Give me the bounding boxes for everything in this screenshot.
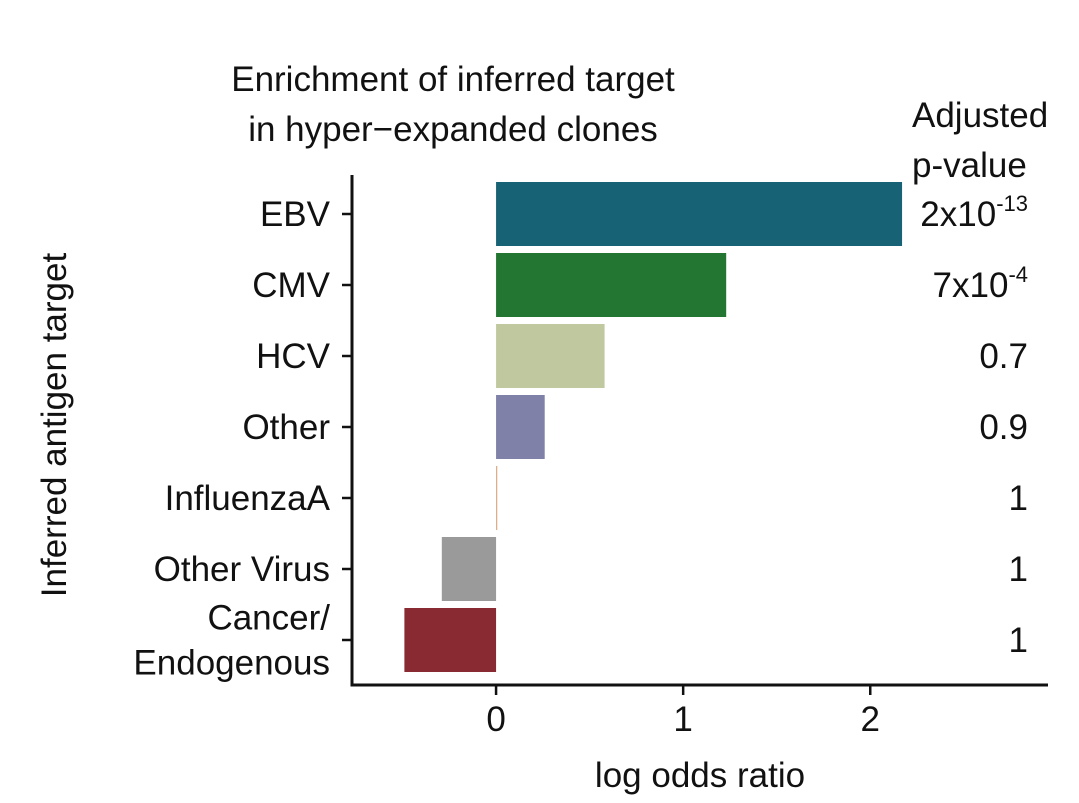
x-tick-label: 1 [673,700,692,739]
pvalue: 2x10-13 [920,191,1028,234]
bar [496,182,903,246]
pvalue: 0.9 [979,408,1028,447]
pvalue: 1 [1009,550,1028,589]
bar [496,324,605,388]
pvalue-base: 0.9 [979,408,1028,447]
bars [404,182,903,672]
x-tick-label: 2 [861,700,880,739]
bar [441,537,497,601]
chart-title: Enrichment of inferred target in hyper−ex… [231,60,675,149]
pvalue-column: 2x10-13 7x10-4 0.7 0.9 1 1 1 [920,191,1028,660]
x-tick-labels: 0 1 2 [486,700,880,739]
y-tick-label: CMV [252,266,330,305]
bar [496,395,545,459]
pvalue-header: Adjusted p-value [912,96,1048,185]
pvalue-base: 0.7 [979,337,1028,376]
y-tick-label: Other Virus [154,550,330,589]
pvalue-base: 1 [1009,621,1028,660]
y-tick-labels: EBV CMV HCV Other InfluenzaA Other Virus Cance… [133,195,330,683]
pvalue-exponent: -13 [996,191,1028,216]
pvalue-header-line: Adjusted [912,96,1048,135]
chart-title-line: in hyper−expanded clones [248,110,658,149]
pvalue-base: 2x10 [920,195,996,234]
pvalue: 7x10-4 [933,262,1028,305]
chart-title-line: Enrichment of inferred target [231,60,675,99]
pvalue: 1 [1009,621,1028,660]
pvalue: 1 [1009,479,1028,518]
bar [404,608,497,672]
x-axis-label: log odds ratio [595,756,805,795]
y-tick-label: Cancer/ [207,599,330,638]
bar [496,466,498,530]
y-tick-label: Other [242,408,330,447]
axes [342,175,1048,695]
pvalue: 0.7 [979,337,1028,376]
pvalue-base: 7x10 [933,266,1009,305]
y-axis-label: Inferred antigen target [35,253,74,598]
x-tick-label: 0 [486,700,505,739]
y-tick-label: Endogenous [133,644,330,683]
y-tick-label: InfluenzaA [165,479,331,518]
pvalue-header-line: p-value [912,146,1027,185]
pvalue-exponent: -4 [1008,262,1028,287]
y-tick-label: HCV [256,337,331,376]
bar [496,253,727,317]
pvalue-base: 1 [1009,479,1028,518]
pvalue-base: 1 [1009,550,1028,589]
y-tick-label: EBV [260,195,331,234]
